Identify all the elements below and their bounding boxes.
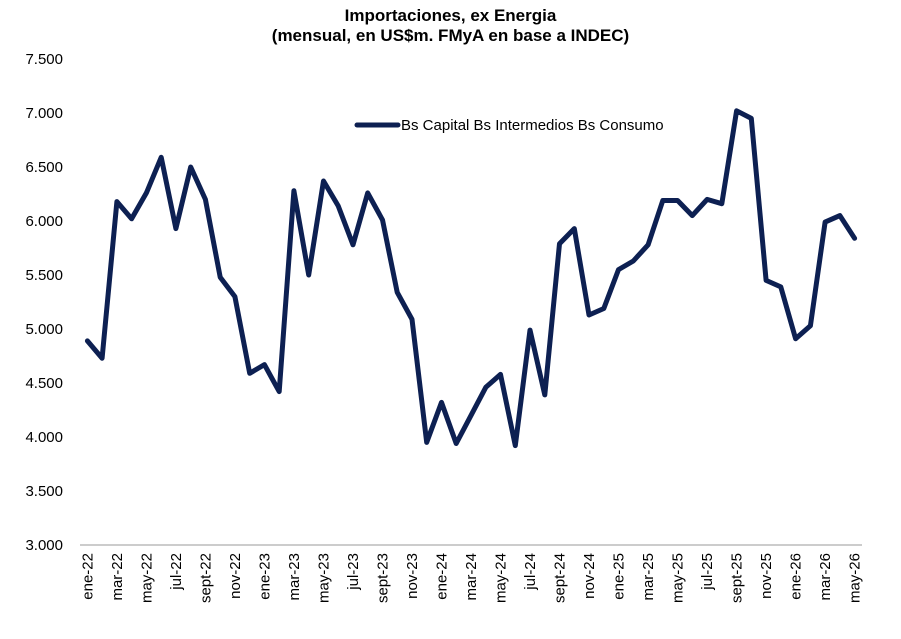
series-line bbox=[84, 108, 858, 449]
y-tick-label: 3.500 bbox=[25, 483, 63, 500]
y-axis: 3.000 3.500 4.000 4.500 5.000 5.500 6.000 6.500… bbox=[25, 51, 63, 554]
x-tick-label: sept-25 bbox=[729, 553, 746, 603]
y-tick-label: 7.500 bbox=[25, 51, 63, 68]
x-tick-label: ene-25 bbox=[611, 553, 628, 600]
x-tick-label: mar-26 bbox=[817, 553, 834, 601]
x-tick-label: sept-24 bbox=[552, 553, 569, 603]
x-tick-label: nov-22 bbox=[227, 553, 244, 599]
x-tick-label: jul-23 bbox=[345, 553, 362, 591]
y-tick-label: 6.000 bbox=[25, 213, 63, 230]
x-tick-label: may-22 bbox=[138, 553, 155, 603]
legend-label: Bs Capital Bs Intermedios Bs Consumo bbox=[401, 117, 664, 134]
x-tick-label: ene-23 bbox=[256, 553, 273, 600]
x-tick-label: may-23 bbox=[315, 553, 332, 603]
x-tick-label: mar-25 bbox=[640, 553, 657, 601]
y-tick-label: 4.000 bbox=[25, 429, 63, 446]
x-tick-label: ene-24 bbox=[433, 553, 450, 600]
x-tick-label: nov-23 bbox=[404, 553, 421, 599]
x-tick-label: mar-22 bbox=[109, 553, 126, 601]
x-tick-label: mar-24 bbox=[463, 553, 480, 601]
chart-title: Importaciones, ex Energia bbox=[344, 6, 557, 25]
y-tick-label: 3.000 bbox=[25, 537, 63, 554]
x-tick-label: jul-24 bbox=[522, 553, 539, 591]
legend: Bs Capital Bs Intermedios Bs Consumo bbox=[354, 117, 664, 134]
x-tick-label: ene-26 bbox=[788, 553, 805, 600]
x-tick-label: nov-25 bbox=[758, 553, 775, 599]
x-tick-label: mar-23 bbox=[286, 553, 303, 601]
y-tick-label: 5.000 bbox=[25, 321, 63, 338]
x-tick-label: may-25 bbox=[670, 553, 687, 603]
x-tick-label: jul-22 bbox=[168, 553, 185, 591]
y-tick-label: 4.500 bbox=[25, 375, 63, 392]
x-axis: ene-22 mar-22 may-22 jul-22 sept-22 nov-22 ene… bbox=[79, 553, 863, 603]
chart-subtitle: (mensual, en US$m. FMyA en base a INDEC) bbox=[271, 26, 630, 45]
series-group bbox=[84, 108, 858, 449]
x-tick-label: may-26 bbox=[847, 553, 864, 603]
y-tick-label: 6.500 bbox=[25, 159, 63, 176]
y-tick-label: 7.000 bbox=[25, 105, 63, 122]
x-tick-label: nov-24 bbox=[581, 553, 598, 599]
x-tick-label: ene-22 bbox=[79, 553, 96, 600]
x-tick-label: sept-22 bbox=[197, 553, 214, 603]
y-tick-label: 5.500 bbox=[25, 267, 63, 284]
x-tick-label: jul-25 bbox=[699, 553, 716, 591]
x-tick-label: sept-23 bbox=[374, 553, 391, 603]
x-tick-label: may-24 bbox=[493, 553, 510, 603]
